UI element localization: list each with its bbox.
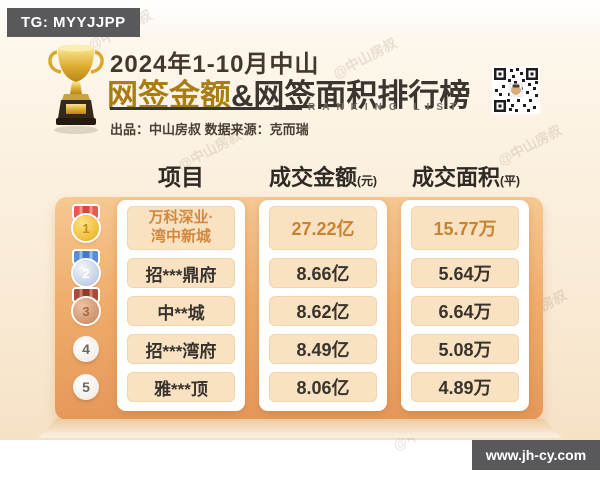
area-cell-4: 5.08万 — [411, 334, 519, 364]
area-column-card: 15.77万 5.64万 6.64万 5.08万 4.89万 — [401, 200, 529, 411]
area-cell-1: 15.77万 — [411, 206, 519, 250]
project-name-line1: 万科深业· — [148, 209, 214, 227]
area-cell-3: 6.64万 — [411, 296, 519, 326]
credits-line: 出品：中山房叔 数据来源：克而瑞 — [110, 122, 309, 137]
project-name-line2: 湾中新城 — [150, 228, 211, 245]
column-header-amount: 成交金额 (元) — [250, 162, 396, 192]
column-header-area: 成交面积 (平) — [394, 162, 538, 192]
title-period: 2024年1-10月中山 — [110, 51, 320, 78]
project-cell-4: 招***湾府 — [127, 334, 235, 364]
tg-badge: TG: MYYJJPP — [7, 8, 140, 37]
trophy-icon — [44, 42, 108, 143]
amount-cell-4: 8.49亿 — [269, 334, 377, 364]
area-unit-label: (平) — [500, 174, 520, 188]
amount-cell-2: 8.66亿 — [269, 258, 377, 288]
ranking-list-label: RANKING LIST — [308, 102, 464, 113]
qr-code-icon — [492, 66, 540, 119]
column-header-project: 项目 — [117, 162, 245, 192]
column-header-project-label: 项目 — [158, 164, 204, 190]
silver-medal-icon: 2 — [69, 251, 103, 286]
column-header-amount-label: 成交金额 — [268, 165, 357, 190]
rank-number: 2 — [82, 265, 90, 281]
area-cell-5: 4.89万 — [411, 372, 519, 402]
project-cell-2: 招***鼎府 — [127, 258, 235, 288]
title-underline — [110, 107, 302, 110]
project-column-card: 万科深业· 湾中新城 招***鼎府 中**城 招***湾府 雅***顶 — [117, 200, 245, 411]
project-cell-3: 中**城 — [127, 296, 235, 326]
project-cell-1: 万科深业· 湾中新城 — [127, 206, 235, 250]
gold-medal-icon: 1 — [69, 206, 103, 241]
medal-disc: 1 — [73, 215, 99, 241]
panel-base-shadow — [38, 419, 562, 438]
rank-badge-4: 4 — [73, 336, 99, 362]
medal-disc: 2 — [73, 260, 99, 286]
amount-unit-label: (元) — [357, 174, 377, 188]
amount-cell-1: 27.22亿 — [269, 206, 377, 250]
rank-number: 5 — [82, 379, 90, 395]
rank-number: 4 — [82, 341, 90, 357]
site-badge: www.jh-cy.com — [472, 440, 600, 470]
rank-number: 3 — [82, 303, 90, 319]
area-cell-2: 5.64万 — [411, 258, 519, 288]
area-value: 15.77万 — [433, 219, 497, 239]
medal-disc: 3 — [73, 298, 99, 324]
rank-number: 1 — [82, 220, 90, 236]
column-header-area-label: 成交面积 — [411, 165, 500, 190]
amount-value: 27.22亿 — [291, 219, 355, 239]
rank-badge-5: 5 — [73, 374, 99, 400]
bronze-medal-icon: 3 — [69, 289, 103, 324]
project-cell-5: 雅***顶 — [127, 372, 235, 402]
amount-cell-3: 8.62亿 — [269, 296, 377, 326]
amount-cell-5: 8.06亿 — [269, 372, 377, 402]
amount-column-card: 27.22亿 8.66亿 8.62亿 8.49亿 8.06亿 — [259, 200, 387, 411]
